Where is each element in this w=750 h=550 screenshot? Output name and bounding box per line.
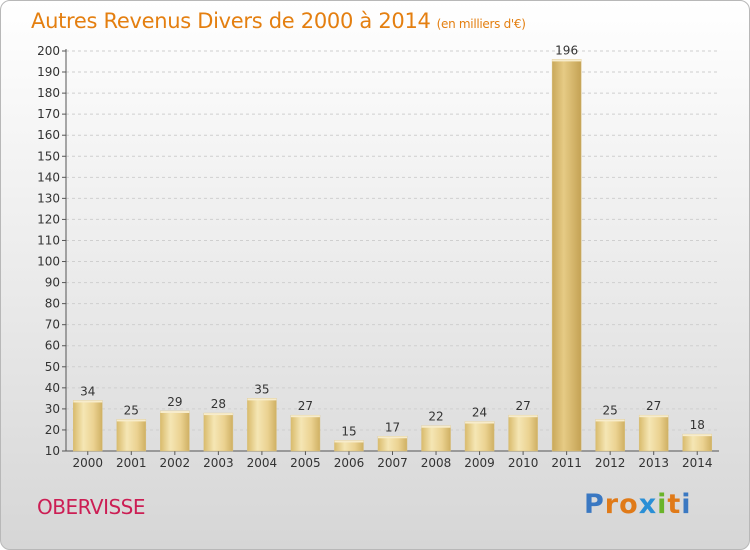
bar-cap-2003 [203,413,233,416]
y-tick-label: 160 [37,128,60,142]
y-tick-label: 130 [37,191,60,205]
x-tick-label-2010: 2010 [508,456,539,470]
commune-name: OBERVISSE [37,495,146,519]
bar-cap-2005 [290,415,320,418]
logo-letter: i [657,489,668,520]
data-label-2014: 18 [690,418,705,432]
data-label-2006: 15 [341,424,356,438]
data-label-2001: 25 [124,403,139,417]
bar-2008 [421,425,451,452]
y-tick-label: 120 [37,212,60,226]
x-tick-label-2009: 2009 [464,456,495,470]
y-tick-label: 110 [37,233,60,247]
data-label-2011: 196 [555,43,578,57]
logo-letter: P [584,489,605,520]
data-label-2005: 27 [298,399,313,413]
logo-letter: r [604,489,620,520]
x-tick-label-2012: 2012 [595,456,626,470]
x-tick-label-2006: 2006 [334,456,365,470]
y-tick-label: 100 [37,255,60,269]
x-tick-label-2008: 2008 [421,456,452,470]
bar-2007 [377,436,408,452]
x-tick-label-2001: 2001 [116,456,147,470]
logo-letter: t [667,489,682,520]
logo-letter: x [638,489,658,520]
y-tick-label: 190 [37,65,60,79]
data-label-2010: 27 [515,399,530,413]
x-tick-label-2011: 2011 [551,456,582,470]
bar-cap-2006 [334,440,364,443]
bar-cap-2010 [508,415,538,418]
bar-cap-2012 [595,419,625,422]
data-label-2004: 35 [254,382,269,396]
bar-2001 [116,419,147,452]
bar-2000 [73,400,103,452]
y-tick-label: 170 [37,107,60,121]
y-tick-label: 50 [45,360,60,374]
y-tick-label: 70 [45,318,60,332]
bar-cap-2007 [378,436,407,439]
chart-unit: (en milliers d'€) [436,17,526,31]
y-tick-label: 20 [45,423,60,437]
chart-title: Autres Revenus Divers de 2000 à 2014 (en … [31,9,526,33]
bar-2005 [290,414,321,452]
proxiti-logo: Proxiti [584,489,692,520]
y-tick-label: 30 [45,402,60,416]
x-tick-label-2013: 2013 [638,456,669,470]
bar-2011 [551,59,582,452]
bar-2009 [464,421,495,452]
bar-2014 [682,433,712,452]
y-tick-label: 200 [37,44,60,58]
bar-2003 [203,412,234,452]
y-tick-label: 10 [45,444,60,458]
data-label-2003: 28 [211,397,226,411]
logo-letter: o [619,489,639,520]
chart-title-text: Autres Revenus Divers de 2000 à 2014 [31,9,431,33]
x-tick-label-2004: 2004 [247,456,278,470]
x-tick-label-2000: 2000 [72,456,103,470]
bar-cap-2002 [160,411,190,413]
data-label-2000: 34 [80,384,95,398]
y-tick-label: 80 [45,297,60,311]
logo-letter: i [681,489,692,520]
y-tick-label: 150 [37,149,60,163]
bar-2013 [638,414,669,452]
bar-cap-2011 [552,59,582,62]
bar-2002 [160,410,190,452]
bar-cap-2013 [639,415,669,418]
bar-2012 [595,419,625,452]
bar-2004 [247,398,277,452]
bar-2010 [508,414,538,452]
x-tick-label-2002: 2002 [160,456,191,470]
y-tick-label: 40 [45,381,60,395]
data-label-2012: 25 [603,403,618,417]
x-tick-label-2014: 2014 [682,456,713,470]
bar-cap-2014 [682,434,712,437]
bar-cap-2008 [421,425,451,428]
x-tick-label-2005: 2005 [290,456,321,470]
y-tick-label: 180 [37,86,60,100]
bar-cap-2004 [247,398,277,401]
data-label-2009: 24 [472,406,487,420]
bar-cap-2001 [116,419,146,422]
bar-cap-2000 [73,400,103,403]
y-tick-label: 90 [45,276,60,290]
y-tick-label: 140 [37,170,60,184]
data-label-2008: 22 [428,410,443,424]
bar-cap-2009 [465,421,495,424]
x-tick-label-2003: 2003 [203,456,234,470]
y-tick-label: 60 [45,339,60,353]
x-tick-label-2007: 2007 [377,456,408,470]
data-label-2013: 27 [646,399,661,413]
data-label-2007: 17 [385,420,400,434]
data-label-2002: 29 [167,395,182,409]
